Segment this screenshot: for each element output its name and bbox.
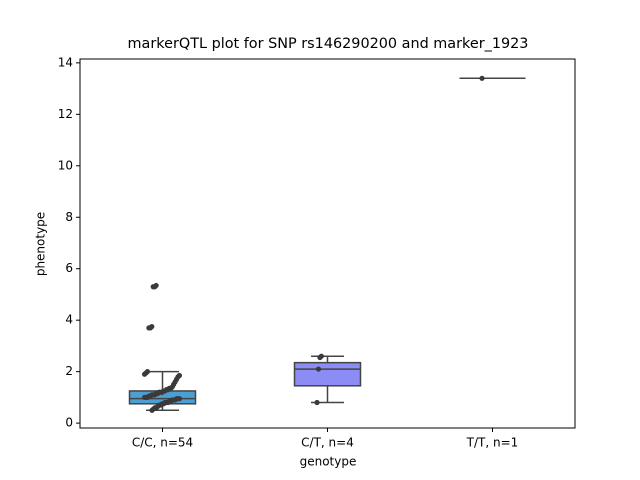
x-tick-label: C/C, n=54 [132, 436, 193, 450]
data-point [176, 372, 183, 379]
data-point [318, 353, 324, 359]
x-tick-label: T/T, n=1 [466, 436, 519, 450]
data-point [176, 396, 183, 402]
plot-frame [79, 58, 576, 429]
y-axis-label: phenotype [34, 212, 48, 276]
y-tick-label: 14 [58, 55, 73, 69]
y-tick-label: 2 [65, 364, 73, 378]
y-tick-label: 0 [65, 416, 73, 430]
y-tick-label: 12 [58, 107, 73, 121]
y-tick-label: 10 [58, 158, 73, 172]
box [293, 361, 362, 387]
x-tick-label: C/T, n=4 [301, 436, 354, 450]
data-point [315, 366, 322, 372]
data-point [314, 399, 320, 406]
data-point [153, 282, 159, 289]
chart-title: markerQTL plot for SNP rs146290200 and m… [128, 36, 529, 52]
data-point [479, 75, 485, 81]
data-point [149, 324, 155, 330]
y-tick-label: 6 [65, 261, 73, 275]
x-axis-label: genotype [300, 455, 357, 469]
data-point [144, 369, 151, 375]
y-tick-label: 8 [65, 210, 73, 224]
y-tick-label: 4 [65, 313, 73, 327]
